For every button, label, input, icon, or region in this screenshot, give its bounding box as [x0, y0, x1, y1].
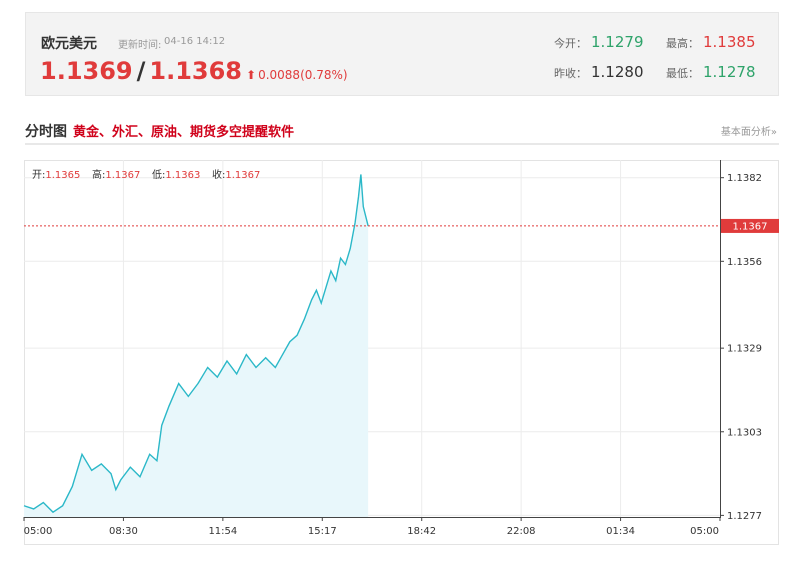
y-axis-ticks: 1.1382 1.1356 1.1329 1.1303 1.1277 [720, 173, 762, 522]
x-tick-label: 15:17 [308, 526, 337, 537]
x-tick-label: 05:00 [24, 526, 53, 537]
svg-text:收:1.1367: 收:1.1367 [212, 168, 260, 181]
section-divider [25, 143, 779, 145]
x-axis-ticks: 05:00 08:30 11:54 15:17 18:42 22:08 01:34 05:00 [23, 517, 721, 537]
ohlc-low-value: 1.1363 [165, 170, 200, 181]
stat-low: 最低： 1.1278 [666, 63, 756, 81]
x-tick-label: 11:54 [208, 526, 237, 537]
ohlc-close-label: 收: [212, 168, 225, 181]
alert-software-link[interactable]: 黄金、外汇、原油、期货多空提醒软件 [73, 125, 295, 140]
stat-open: 今开： 1.1279 [554, 33, 644, 51]
update-time: 04-16 14:12 [164, 36, 226, 47]
price-line [23, 174, 369, 514]
svg-text:开:1.1365: 开:1.1365 [32, 170, 80, 181]
x-tick-label: 08:30 [109, 526, 138, 537]
y-tick-label: 1.1356 [727, 257, 762, 268]
y-tick-label: 1.1277 [727, 511, 762, 522]
ohlc-open-value: 1.1365 [45, 170, 80, 181]
price-separator: / [136, 57, 146, 85]
svg-text:低:1.1363: 低:1.1363 [152, 168, 200, 181]
stat-low-value: 1.1278 [703, 63, 756, 81]
stat-prev-close-label: 昨收： [554, 67, 587, 80]
ohlc-low-label: 低: [152, 168, 165, 181]
quote-panel: 欧元美元 更新时间: 04-16 14:12 1.1369 / 1.1368 ⬆… [25, 12, 779, 96]
chart-frame [24, 160, 779, 545]
y-tick-label: 1.1303 [727, 427, 762, 438]
current-price-tag [721, 218, 779, 233]
x-tick-label: 18:42 [407, 526, 436, 537]
price-change: 0.0088(0.78%) [258, 68, 348, 82]
stat-open-label: 今开： [554, 37, 587, 50]
stat-high-label: 最高： [666, 37, 699, 50]
current-price-tag-label: 1.1367 [733, 221, 768, 232]
y-tick-label: 1.1329 [727, 344, 762, 355]
stat-high: 最高： 1.1385 [666, 33, 756, 51]
ohlc-high-label: 高: [92, 168, 105, 181]
ohlc-high-value: 1.1367 [105, 170, 140, 181]
section-header: 分时图 黄金、外汇、原油、期货多空提醒软件 基本面分析» [25, 118, 779, 140]
stat-high-value: 1.1385 [703, 33, 756, 51]
price-row: 1.1369 / 1.1368 ⬆ 0.0088(0.78%) [40, 57, 348, 87]
stat-prev-close: 昨收： 1.1280 [554, 63, 644, 81]
bid-price: 1.1369 [40, 57, 133, 85]
stat-open-value: 1.1279 [591, 33, 644, 51]
ohlc-close-value: 1.1367 [225, 170, 260, 181]
y-tick-label: 1.1382 [727, 173, 762, 184]
price-area [24, 174, 369, 517]
x-tick-label: 05:00 [690, 526, 719, 537]
stat-low-label: 最低： [666, 67, 699, 80]
ask-price: 1.1368 [149, 57, 243, 85]
x-tick-label: 01:34 [606, 526, 635, 537]
ohlc-open-label: 开: [32, 170, 45, 181]
pair-name: 欧元美元 [41, 36, 97, 52]
svg-text:高:1.1367: 高:1.1367 [92, 168, 140, 181]
update-time-label: 更新时间: [118, 40, 162, 51]
arrow-up-icon: ⬆ [246, 68, 257, 82]
fundamental-analysis-link[interactable]: 基本面分析» [720, 127, 777, 138]
ohlc-info: 开:1.1365 高:1.1367 低:1.1363 收:1.1367 [32, 168, 260, 181]
section-title: 分时图 [25, 124, 67, 140]
stat-prev-close-value: 1.1280 [591, 63, 644, 81]
grid [24, 160, 720, 517]
x-tick-label: 22:08 [507, 526, 536, 537]
